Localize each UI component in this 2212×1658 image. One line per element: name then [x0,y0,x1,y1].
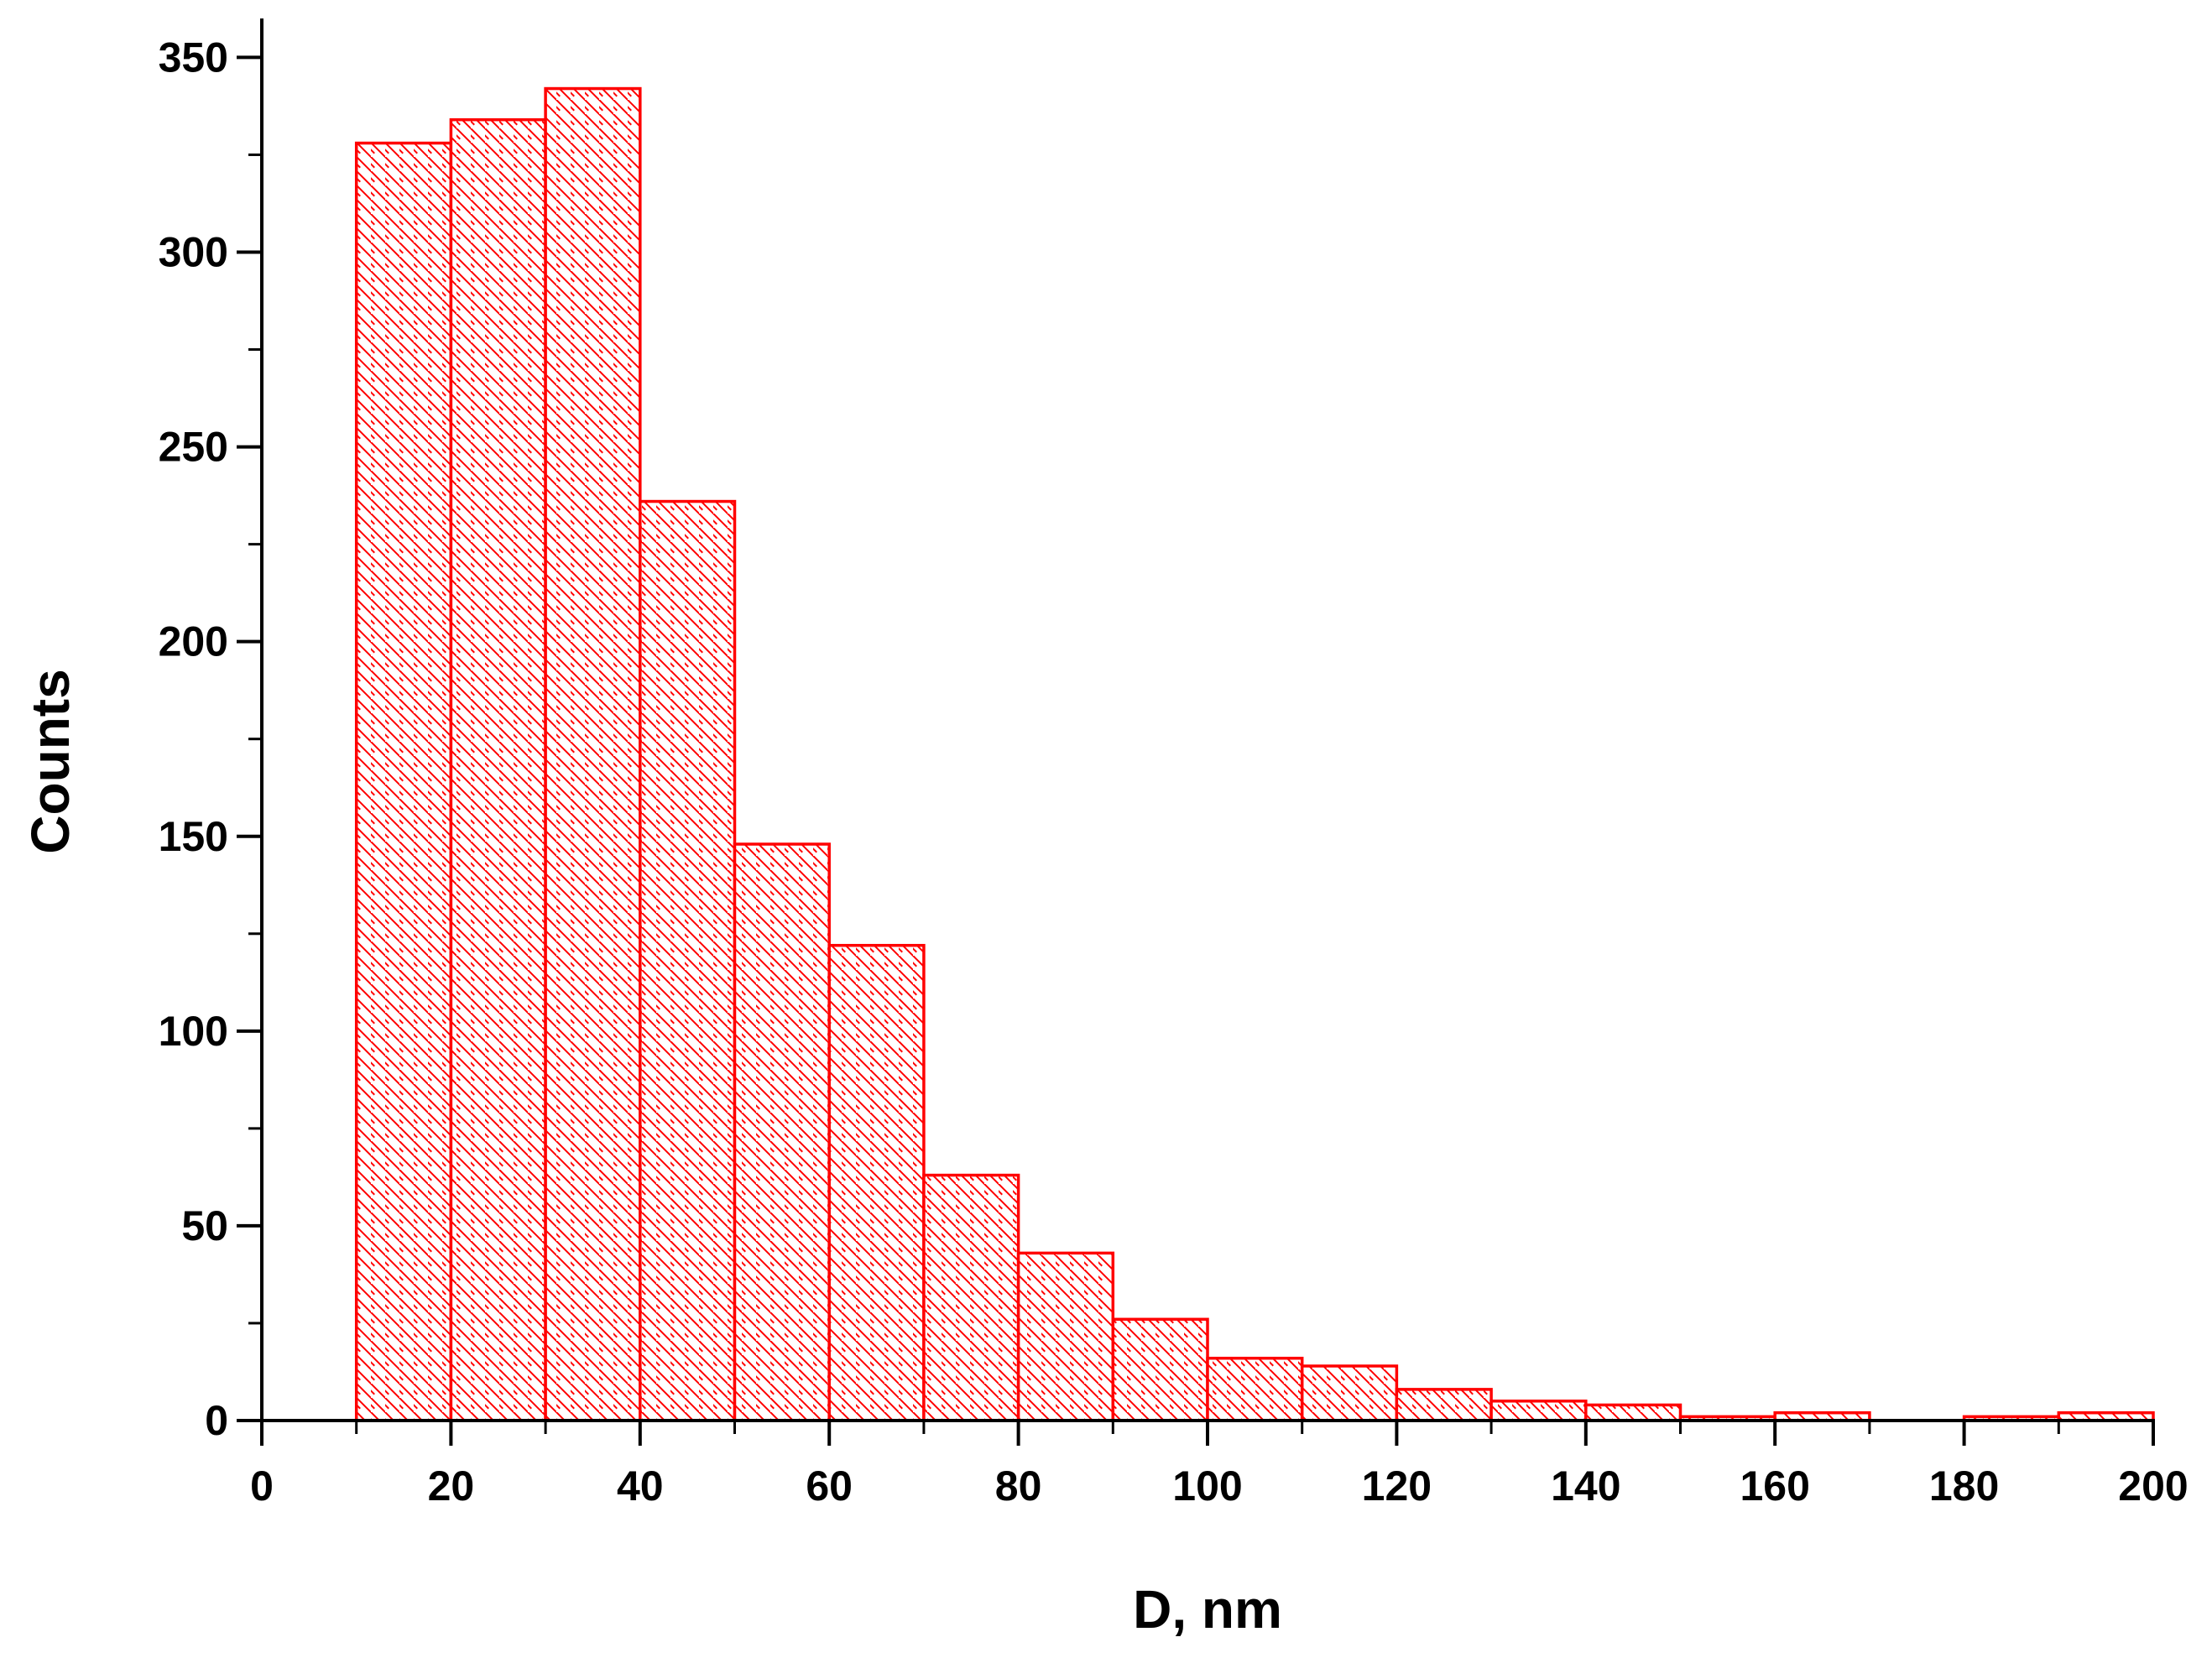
y-tick-label: 350 [159,34,228,81]
x-tick-label: 0 [250,1462,274,1509]
x-axis-title: D, nm [1133,1579,1282,1640]
x-tick-label: 140 [1551,1462,1620,1509]
y-tick-label: 300 [159,229,228,276]
bar-30-40 [544,86,642,1422]
x-tick-label: 60 [806,1462,853,1509]
x-tick-label: 40 [617,1462,664,1509]
y-tick-label: 200 [159,618,228,665]
y-tick-label: 100 [159,1008,228,1055]
y-tick-label: 150 [159,813,228,860]
bar-90-100 [1111,1317,1209,1422]
bar-80-90 [1016,1251,1115,1422]
x-tick-label: 160 [1740,1462,1809,1509]
x-tick-label: 80 [995,1462,1042,1509]
bar-20-30 [449,117,547,1422]
y-tick-label: 50 [181,1202,228,1249]
y-axis-title: Counts [20,669,81,853]
x-tick-label: 20 [428,1462,475,1509]
x-tick-label: 120 [1362,1462,1432,1509]
y-tick-label: 0 [205,1397,228,1444]
bar-40-50 [639,499,737,1422]
axes-group: 0 50 100 150 200 250 300 350 0 20 40 60 80 100 120 140 1… [159,18,2189,1509]
bar-120-130 [1395,1388,1493,1422]
x-tick-label: 100 [1172,1462,1242,1509]
bar-130-140 [1489,1400,1588,1422]
bar-10-20 [354,141,453,1422]
x-tick-label: 180 [1929,1462,1999,1509]
y-tick-label: 250 [159,424,228,471]
x-tick-label: 200 [2118,1462,2188,1509]
bar-50-60 [733,842,831,1422]
bar-100-110 [1206,1356,1304,1422]
bar-60-70 [827,943,926,1422]
bars-group [354,86,2155,1422]
bar-70-80 [922,1173,1020,1422]
bar-140-150 [1584,1403,1682,1422]
bar-110-120 [1300,1364,1399,1422]
